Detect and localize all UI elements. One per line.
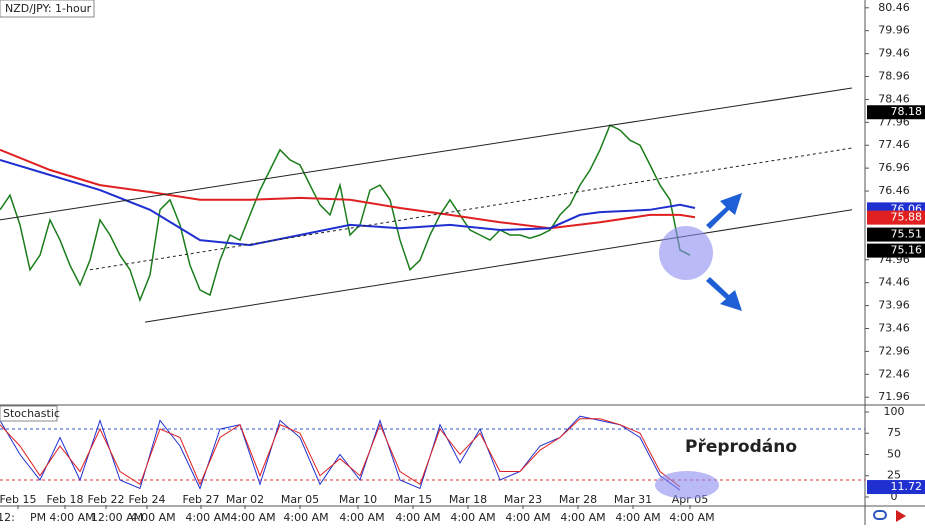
- x-sublabel: 4:00 AM: [560, 511, 605, 524]
- y-tick-label: 25: [887, 469, 901, 482]
- x-tick-label: Feb 27: [183, 493, 220, 506]
- x-tick-label: Feb 18: [47, 493, 84, 506]
- x-sublabel: 4:00 AM: [615, 511, 660, 524]
- y-tick-label: 80.46: [878, 1, 910, 14]
- x-sublabel: 12:: [0, 511, 15, 524]
- y-tick-label: 100: [884, 405, 905, 418]
- x-sublabel: 4:00 AM: [339, 511, 384, 524]
- y-tick-label: 75: [887, 426, 901, 439]
- y-tick-label: 73.46: [878, 321, 910, 334]
- series-line: [0, 87, 853, 221]
- y-tick-label: 71.96: [878, 390, 910, 403]
- y-tick-label: 79.96: [878, 24, 910, 37]
- y-tick-label: 0: [891, 490, 898, 503]
- x-tick-label: Mar 10: [339, 493, 377, 506]
- x-tick-label: Mar 15: [394, 493, 432, 506]
- x-sublabel: PM: [30, 511, 46, 524]
- x-tick-label: Feb 24: [129, 493, 166, 506]
- y-tick-label: 50: [887, 447, 901, 460]
- chart-title: NZD/JPY: 1-hour: [5, 2, 92, 15]
- price-label: 75.16: [891, 244, 923, 257]
- y-tick-label: 72.46: [878, 367, 910, 380]
- x-sublabel: 4:00 AM: [669, 511, 714, 524]
- indicator-box: [0, 405, 58, 422]
- price-label-box: [867, 227, 925, 242]
- price-label-box: [867, 105, 925, 120]
- title-box: [0, 0, 95, 18]
- x-sublabel: 4:00 AM: [49, 511, 94, 524]
- price-label: 78.18: [891, 105, 923, 118]
- x-tick-label: Feb 22: [88, 493, 125, 506]
- x-tick-label: Mar 02: [226, 493, 264, 506]
- y-tick-label: 76.96: [878, 161, 910, 174]
- x-tick-label: Mar 18: [449, 493, 487, 506]
- y-tick-label: 78.46: [878, 92, 910, 105]
- x-sublabel: 4:00 AM: [450, 511, 495, 524]
- series-line: [0, 418, 681, 488]
- x-sublabel: 4:00 AM: [230, 511, 275, 524]
- arrows: [706, 193, 742, 311]
- series-line: [0, 148, 696, 230]
- toolbar-icons: [873, 510, 906, 522]
- x-sublabel: 12:00 AM: [91, 511, 143, 524]
- x-sublabel: 4:00 AM: [505, 511, 550, 524]
- y-tick-label: 77.46: [878, 138, 910, 151]
- highlight-ellipse: [655, 471, 719, 499]
- y-tick-label: 74.46: [878, 276, 910, 289]
- x-tick-label: Mar 23: [504, 493, 542, 506]
- series-line: [0, 415, 681, 491]
- next-icon[interactable]: [896, 510, 906, 522]
- series-line: [144, 209, 853, 323]
- price-label-box: [867, 210, 925, 225]
- down-arrow: [706, 277, 742, 311]
- price-label: 75.88: [891, 211, 923, 224]
- y-tick-label: 79.46: [878, 47, 910, 60]
- y-tick-label: 78.96: [878, 70, 910, 83]
- x-sublabel: 4:00 AM: [283, 511, 328, 524]
- x-tick-label: Mar 31: [614, 493, 652, 506]
- y-tick-label: 76.46: [878, 184, 910, 197]
- price-label: 11.72: [891, 480, 923, 493]
- x-tick-label: Mar 05: [281, 493, 319, 506]
- x-tick-label: Feb 15: [0, 493, 36, 506]
- indicator-title: Stochastic: [3, 407, 60, 420]
- highlight-circle: [659, 226, 713, 280]
- y-tick-label: 72.96: [878, 344, 910, 357]
- price-label-box: [867, 480, 925, 495]
- price-label: 75.51: [891, 228, 923, 241]
- series-line: [89, 147, 853, 271]
- link-icon[interactable]: [873, 510, 887, 520]
- x-sublabel: 4:00 AM: [395, 511, 440, 524]
- price-label-box: [867, 243, 925, 258]
- price-pane: 80.4679.9679.4678.9678.4677.9677.4676.96…: [0, 1, 925, 403]
- annotation: Přeprodáno: [685, 437, 797, 457]
- up-arrow: [706, 193, 742, 229]
- series-line: [0, 124, 691, 303]
- x-sublabel: 4:00 AM: [185, 511, 230, 524]
- series-line: [0, 158, 696, 247]
- stochastic-pane: 100 75 50 25 011.72 Feb 15 Feb 18 Feb 22 Feb 24 F…: [0, 405, 925, 524]
- x-tick-label: Mar 28: [559, 493, 597, 506]
- x-sublabel: 4:00 AM: [130, 511, 175, 524]
- y-tick-label: 73.96: [878, 299, 910, 312]
